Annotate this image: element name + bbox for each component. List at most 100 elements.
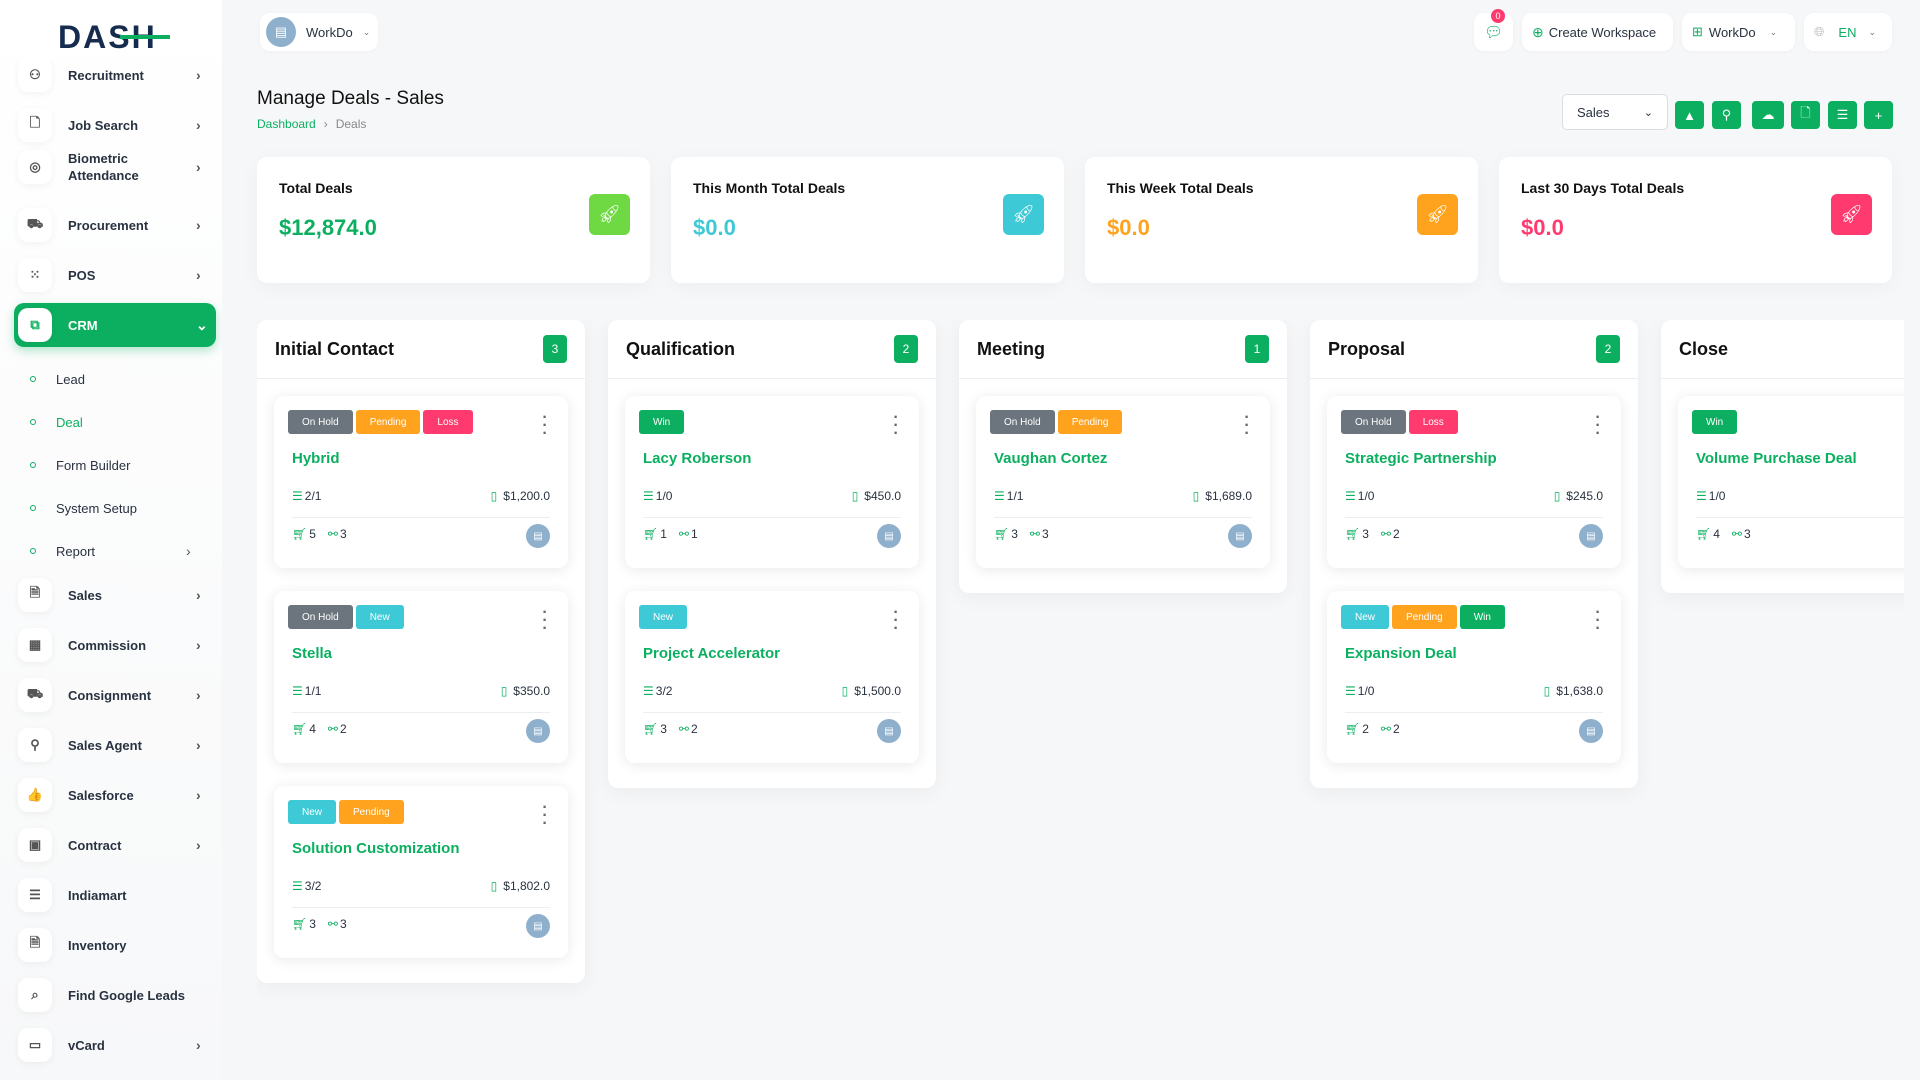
source-count-value: 3 <box>339 917 347 931</box>
sidebar-item-biometric-attendance[interactable]: ◎ Biometric Attendance › <box>14 145 216 189</box>
more-options-icon[interactable]: · · · <box>542 409 548 442</box>
sidebar-item-indiamart[interactable]: ☰ Indiamart <box>14 873 216 917</box>
deal-name[interactable]: Solution Customization <box>292 840 460 857</box>
sources-icon: ⚯ <box>1731 527 1742 541</box>
more-options-icon[interactable]: · · · <box>542 799 548 832</box>
add-button[interactable]: + <box>1864 101 1893 129</box>
deal-card[interactable]: New Pending · · · Solution Customization ☰ 3/2 ▯… <box>274 786 568 958</box>
deal-name[interactable]: Strategic Partnership <box>1345 450 1497 467</box>
user-avatar[interactable]: ▤ <box>877 524 901 548</box>
column-header: Initial Contact 3 <box>257 320 585 379</box>
file-text-icon: 🗎 <box>18 928 52 962</box>
deal-name[interactable]: Hybrid <box>292 450 340 467</box>
user-avatar[interactable]: ▤ <box>877 719 901 743</box>
deal-name[interactable]: Lacy Roberson <box>643 450 752 467</box>
user-avatar[interactable]: ▤ <box>526 719 550 743</box>
language-selector[interactable]: 🌐︎ EN ⌄ <box>1804 13 1892 51</box>
import-file-button[interactable]: 🗋 <box>1791 101 1820 129</box>
deal-tags: New <box>639 605 688 629</box>
list-view-button[interactable]: ☰ <box>1828 101 1857 129</box>
sidebar-item-inventory[interactable]: 🗎 Inventory <box>14 923 216 967</box>
sidebar-item-commission[interactable]: ▦ Commission › <box>14 623 216 667</box>
chevron-down-icon: ⌄ <box>362 26 371 37</box>
sidebar-item-sales-agent[interactable]: ⚲ Sales Agent › <box>14 723 216 767</box>
chevron-right-icon: › <box>196 1037 201 1053</box>
onedrive-button[interactable]: ☁ <box>1752 101 1784 129</box>
workspace-switcher[interactable]: ▤ WorkDo ⌄ <box>260 13 378 51</box>
user-avatar[interactable]: ▤ <box>1579 719 1603 743</box>
hubspot-button[interactable]: ⚲ <box>1712 101 1741 129</box>
status-badge: Pending <box>1392 605 1457 629</box>
breadcrumb: Dashboard › Deals <box>257 117 366 131</box>
more-options-icon[interactable]: · · · <box>542 604 548 637</box>
sidebar-item-label: vCard <box>68 1037 105 1053</box>
status-badge: Win <box>1692 410 1738 434</box>
product-count-value: 1 <box>660 527 667 541</box>
deal-card[interactable]: On Hold New · · · Stella ☰ 1/1 ▯ $350.0 🛒︎ 4 ⚯ 2 ▤ <box>274 591 568 763</box>
sidebar-item-find-google-leads[interactable]: ⌕ Find Google Leads <box>14 973 216 1017</box>
workspace-menu[interactable]: ⊞ WorkDo ⌄ <box>1682 13 1795 51</box>
sidebar-subitem-form-builder[interactable]: Form Builder <box>30 450 206 480</box>
sidebar-subitem-label: Deal <box>56 414 83 430</box>
deal-card[interactable]: New · · · Project Accelerator ☰ 3/2 ▯ $1,500.0 🛒︎… <box>625 591 919 763</box>
user-avatar[interactable]: ▤ <box>526 524 550 548</box>
globe-icon: 🌐︎ <box>1814 24 1825 39</box>
messages-button[interactable]: 💬︎ 0 <box>1474 9 1513 51</box>
rocket-icon: 🚀︎ <box>589 194 630 235</box>
deal-amount-value: $245.0 <box>1566 489 1603 503</box>
task-count-value: 3/2 <box>304 879 322 893</box>
create-workspace-button[interactable]: ⊕ Create Workspace <box>1522 13 1673 51</box>
source-count-value: 3 <box>1041 527 1049 541</box>
deal-amount-value: $1,689.0 <box>1205 489 1252 503</box>
sidebar-item-crm[interactable]: ⧉ CRM ⌄ <box>14 303 216 347</box>
add-icon: + <box>1874 107 1883 123</box>
deal-card[interactable]: Win···Volume Purchase Deal☰1/0▯🛒︎4⚯3▤ <box>1678 396 1904 568</box>
deal-card[interactable]: On Hold Pending · · · Vaughan Cortez ☰ 1/1 ▯ $1,6… <box>976 396 1270 568</box>
more-options-icon[interactable]: · · · <box>1244 409 1250 442</box>
more-options-icon[interactable]: · · · <box>1595 409 1601 442</box>
deal-name[interactable]: Stella <box>292 645 333 662</box>
deal-stats-row: ☰ 1/0 ▯ $450.0 <box>643 489 901 518</box>
sources-icon: ⚯ <box>678 527 689 541</box>
sidebar-item-vcard[interactable]: ▭ vCard › <box>14 1023 216 1067</box>
sidebar-nav: ⚇ Recruitment › 🗋 Job Search › ◎ Biometric Atte… <box>0 60 222 1080</box>
sidebar-item-pos[interactable]: ⁙ POS › <box>14 253 216 297</box>
deal-card[interactable]: New Pending Win · · · Expansion Deal ☰ 1/0 ▯ $1,63… <box>1327 591 1621 763</box>
sidebar-item-sales[interactable]: 🗎 Sales › <box>14 573 216 617</box>
more-options-icon[interactable]: · · · <box>893 604 899 637</box>
more-options-icon[interactable]: · · · <box>893 409 899 442</box>
logo[interactable]: DASH <box>58 19 170 55</box>
user-avatar[interactable]: ▤ <box>526 914 550 938</box>
status-badge: Pending <box>355 410 421 434</box>
more-options-icon[interactable]: · · · <box>1595 604 1601 637</box>
sidebar-item-consignment[interactable]: ⛟ Consignment › <box>14 673 216 717</box>
sidebar-item-salesforce[interactable]: 👍 Salesforce › <box>14 773 216 817</box>
source-count: ⚯ 3 <box>1732 527 1751 541</box>
status-badge: On Hold <box>288 410 353 434</box>
deal-card[interactable]: Win · · · Lacy Roberson ☰ 1/0 ▯ $450.0 🛒︎ 1 ⚯ 1 ▤ <box>625 396 919 568</box>
deal-name[interactable]: Vaughan Cortez <box>994 450 1108 467</box>
google-drive-button[interactable]: ▲ <box>1675 101 1704 129</box>
deal-card[interactable]: On Hold Pending Loss · · · Hybrid ☰ 2/1 ▯ $1,200.0… <box>274 396 568 568</box>
deal-name[interactable]: Project Accelerator <box>643 645 781 662</box>
sidebar-item-procurement[interactable]: ⛟ Procurement › <box>14 203 216 247</box>
pipeline-select[interactable]: Sales ⌄ <box>1562 94 1668 130</box>
sidebar-item-job-search[interactable]: 🗋 Job Search › <box>14 103 216 147</box>
sidebar-subitem-system-setup[interactable]: System Setup <box>30 493 206 523</box>
deal-name[interactable]: Volume Purchase Deal <box>1696 450 1857 467</box>
credit-card-icon: ▭ <box>18 1028 52 1062</box>
sidebar-subitem-label: Form Builder <box>56 457 131 473</box>
list-icon: ☰ <box>643 684 654 698</box>
deal-name[interactable]: Expansion Deal <box>1345 645 1457 662</box>
sidebar-subitem-lead[interactable]: Lead <box>30 364 206 394</box>
sidebar-subitem-report[interactable]: Report › <box>30 536 206 566</box>
user-avatar[interactable]: ▤ <box>1228 524 1252 548</box>
deal-card[interactable]: On Hold Loss · · · Strategic Partnership ☰ 1/0 ▯… <box>1327 396 1621 568</box>
sidebar-item-contract[interactable]: ▣ Contract › <box>14 823 216 867</box>
sidebar-item-recruitment[interactable]: ⚇ Recruitment › <box>14 60 216 97</box>
user-avatar[interactable]: ▤ <box>1579 524 1603 548</box>
breadcrumb-dashboard[interactable]: Dashboard <box>257 117 316 131</box>
product-count: 🛒︎ 1 <box>643 527 667 541</box>
sidebar-subitem-deal[interactable]: Deal <box>30 407 206 437</box>
